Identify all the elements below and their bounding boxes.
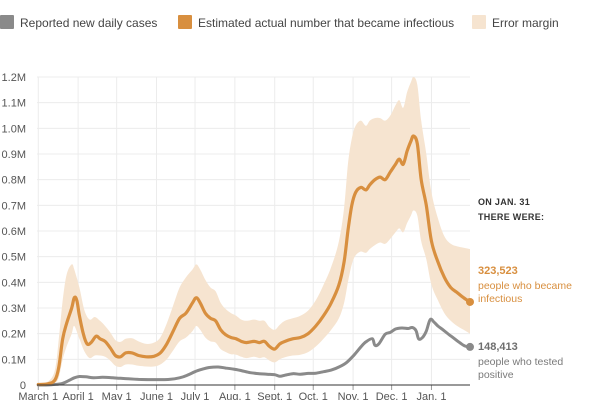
y-tick-label: 1.1M [2, 98, 26, 110]
x-tick-label: Jan. 1 [416, 391, 446, 400]
series-lines [36, 134, 472, 387]
x-tick-labels: March 1 April 1 May 1 June 1 July 1 Aug. 1 Sep… [18, 391, 446, 400]
legend-swatch-estimated [178, 15, 192, 29]
x-tick-label: July 1 [181, 391, 210, 400]
annotation-estimated-value: 323,523 [478, 265, 518, 277]
legend-label-estimated: Estimated actual number that became infe… [198, 16, 454, 30]
endpoint-marker-estimated [466, 297, 474, 306]
x-tick-label: Dec. 1 [376, 391, 408, 400]
y-tick-labels: 0 0.1M 0.2M 0.3M 0.4M 0.5M 0.6M 0.7M 0.8M 0.9M 1.0… [2, 72, 26, 392]
y-tick-label: 0.5M [2, 252, 26, 264]
x-tick-label: Nov. 1 [338, 391, 369, 400]
y-tick-label: 0.4M [2, 277, 26, 289]
x-tick-label: March 1 [18, 391, 58, 400]
legend-item-reported: Reported new daily cases [0, 15, 157, 30]
y-tick-label: 0.9M [2, 149, 26, 161]
error-margin-band [38, 76, 471, 385]
end-annotation: ON JAN. 31 THERE WERE: 323,523 people wh… [478, 197, 572, 381]
legend-item-margin: Error margin [472, 15, 559, 30]
y-tick-label: 0.8M [2, 175, 26, 187]
x-tick-label: Sept. 1 [257, 391, 292, 400]
x-tick-label: Aug. 1 [219, 391, 251, 400]
error-margin-band-group [38, 76, 471, 385]
y-tick-label: 1.0M [2, 123, 26, 135]
endpoint-markers [466, 297, 474, 351]
annotation-reported-desc-line1: people who tested [478, 356, 563, 368]
y-tick-label: 0.6M [2, 226, 26, 238]
series-line-estimated [36, 134, 472, 387]
annotation-estimated-desc-line2: infectious [478, 293, 522, 305]
endpoint-marker-reported [466, 342, 474, 351]
x-tick-label: Oct. 1 [299, 391, 328, 400]
annotation-reported-desc-line2: positive [478, 369, 514, 381]
series-line-reported [36, 317, 472, 387]
y-tick-label: 0.2M [2, 329, 26, 341]
x-tick-label: June 1 [140, 391, 173, 400]
axes [37, 384, 470, 390]
annotation-header-line1: ON JAN. 31 [478, 197, 530, 207]
y-tick-label: 0.3M [2, 303, 26, 315]
y-tick-label: 0.1M [2, 354, 26, 366]
y-tick-label: 0.7M [2, 200, 26, 212]
annotation-estimated-desc-line1: people who became [478, 280, 572, 292]
y-tick-label: 1.2M [2, 72, 26, 84]
x-tick-label: April 1 [63, 391, 94, 400]
legend-swatch-reported [0, 15, 14, 29]
y-tick-label: 0 [20, 380, 26, 392]
legend-label-reported: Reported new daily cases [20, 16, 157, 30]
legend-label-margin: Error margin [492, 16, 559, 30]
legend-swatch-margin [472, 15, 486, 29]
legend-item-estimated: Estimated actual number that became infe… [178, 15, 454, 30]
legend: Reported new daily cases Estimated actua… [0, 15, 559, 30]
annotation-reported-value: 148,413 [478, 341, 518, 353]
x-tick-label: May 1 [102, 391, 132, 400]
annotation-header-line2: THERE WERE: [478, 212, 544, 222]
